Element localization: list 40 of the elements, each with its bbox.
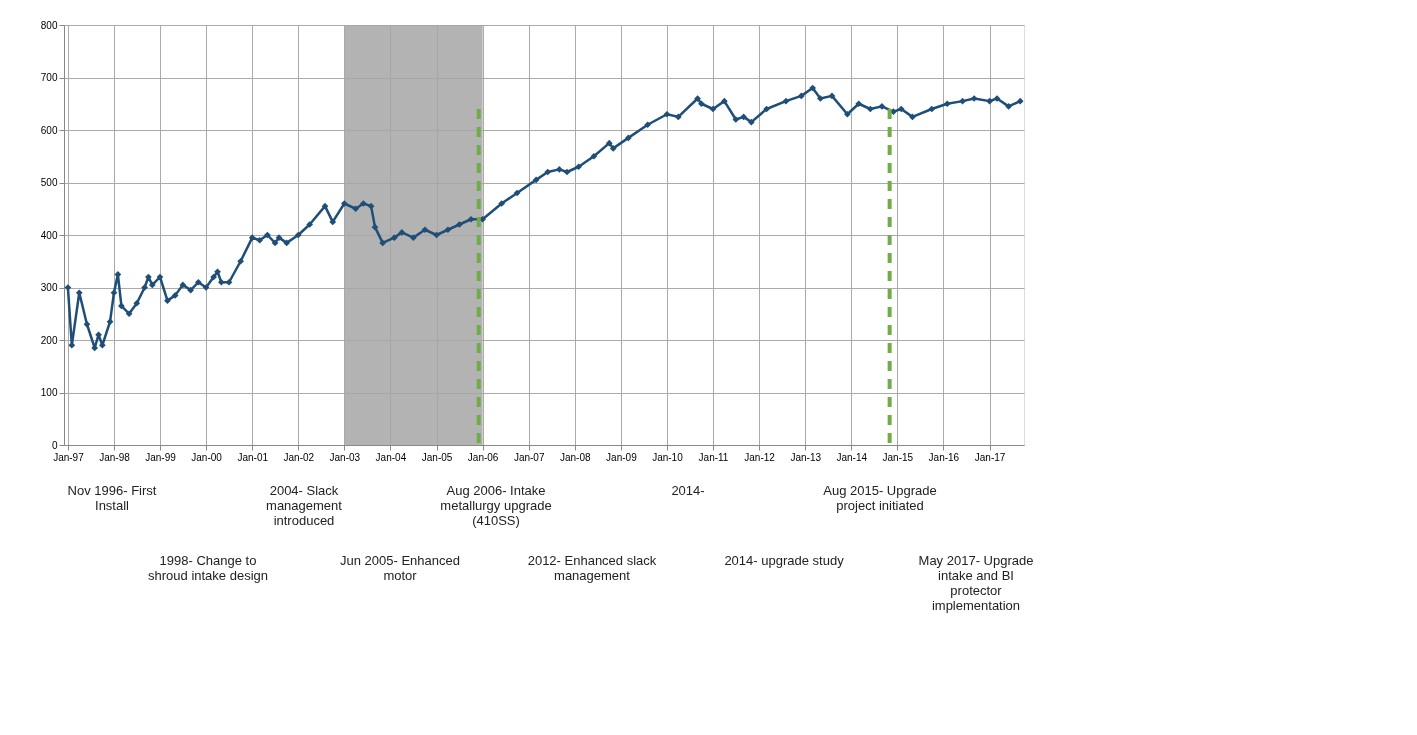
- x-tick-label: Jan-09: [606, 451, 638, 463]
- text: Aug 2015- Upgrade project initiated: [823, 483, 937, 513]
- x-tick-label: Jan-14: [836, 451, 868, 463]
- x-tick-label: Jan-06: [467, 451, 499, 463]
- y-tick-label: 300: [40, 282, 58, 293]
- x-tick-label: Jan-16: [928, 451, 960, 463]
- x-tick-label: Jan-01: [237, 451, 269, 463]
- y-tick-label: 500: [40, 177, 58, 188]
- x-tick-label: Jan-99: [145, 451, 177, 463]
- x-tick-label: Jan-17: [974, 451, 1006, 463]
- x-tick-label: Jan-00: [191, 451, 223, 463]
- x-tick-label: Jan-12: [744, 451, 776, 463]
- y-tick-label: 700: [40, 72, 58, 83]
- x-tick-label: Jan-10: [652, 451, 684, 463]
- x-tick-label: Jan-07: [513, 451, 545, 463]
- x-tick-label: Jan-98: [99, 451, 131, 463]
- y-tick-label: 100: [40, 387, 58, 398]
- x-tick-label: Jan-15: [882, 451, 914, 463]
- text: 2012- Enhanced slack management: [527, 553, 657, 583]
- y-tick-label: 600: [40, 124, 58, 136]
- text: 2014- upgrade study: [724, 553, 845, 568]
- text: Aug 2006- Intake metallurgy upgrade (410SS): [440, 483, 552, 528]
- text: Jun 2005- Enhanced motor: [340, 553, 460, 583]
- text: 2014-: [671, 483, 705, 498]
- text: 2004- Slack management introduced: [266, 483, 343, 528]
- text: 1998- Change to shroud intake design: [148, 553, 268, 583]
- text: May 2017- Upgrade intake and BI protector implementation: [918, 553, 1034, 613]
- x-tick-label: Jan-97: [53, 451, 85, 463]
- y-tick-label: 200: [40, 334, 58, 346]
- x-tick-label: Jan-02: [283, 451, 315, 463]
- y-tick-label: 800: [40, 19, 58, 31]
- x-tick-label: Jan-08: [559, 451, 591, 463]
- x-tick-label: Jan-13: [790, 451, 822, 463]
- x-tick-label: Jan-05: [421, 451, 453, 463]
- text: Nov 1996- First Install: [67, 483, 157, 513]
- y-tick-label: 400: [40, 229, 58, 241]
- y-tick-label: 0: [51, 439, 58, 451]
- x-tick-label: Jan-04: [375, 451, 407, 463]
- x-tick-label: Jan-11: [698, 451, 729, 463]
- x-tick-label: Jan-03: [329, 451, 361, 463]
